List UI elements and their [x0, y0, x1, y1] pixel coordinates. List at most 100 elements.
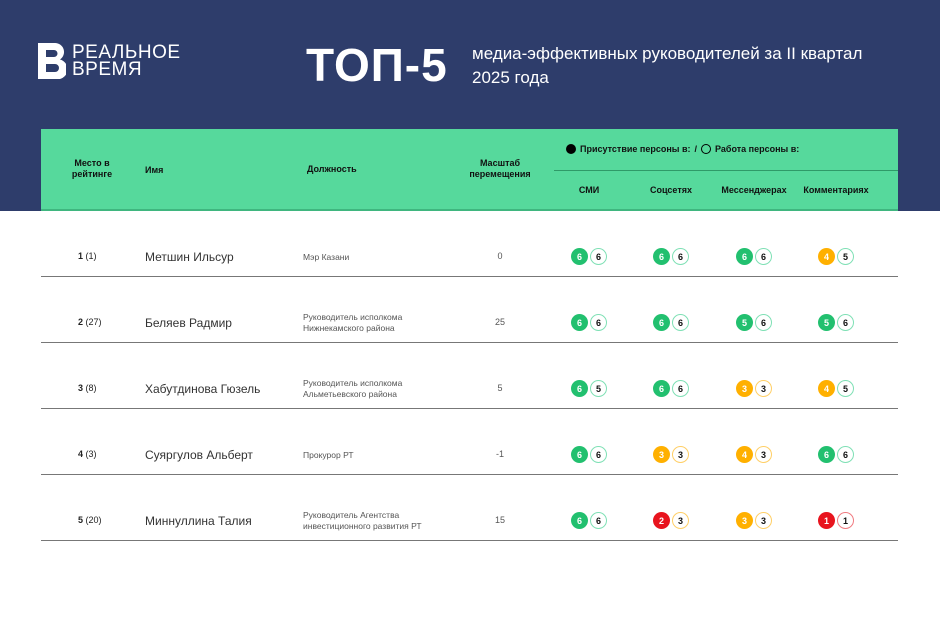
col-social: Соцсетях — [650, 185, 692, 195]
rank-previous: (3) — [85, 449, 97, 459]
rank-current: 1 — [78, 251, 84, 261]
table-row: 2 (27) Беляев Радмир Руководитель исполк… — [41, 277, 898, 343]
work-score: 6 — [672, 380, 689, 397]
presence-score: 6 — [571, 512, 588, 529]
legend-sep: / — [694, 144, 698, 154]
rank: 1 (1) — [78, 251, 128, 261]
rank-previous: (1) — [85, 251, 97, 261]
score-pair: 6 6 — [571, 248, 607, 265]
logo-line1: РЕАЛЬНОЕ — [72, 42, 181, 63]
presence-score: 6 — [736, 248, 753, 265]
outline-circle-icon — [701, 144, 712, 154]
person-position: Руководитель исполкома Нижнекамского рай… — [303, 312, 403, 333]
score-pair: 6 6 — [653, 248, 689, 265]
work-score: 5 — [590, 380, 607, 397]
presence-score: 6 — [818, 446, 835, 463]
presence-score: 4 — [736, 446, 753, 463]
work-score: 6 — [837, 446, 854, 463]
score-pair: 6 6 — [818, 446, 854, 463]
legend-presence: Присутствие персоны в: — [580, 144, 691, 154]
work-score: 6 — [672, 248, 689, 265]
rank: 5 (20) — [78, 515, 128, 525]
table-row: 5 (20) Миннуллина Талия Руководитель Аге… — [41, 475, 898, 541]
col-position: Должность — [307, 164, 357, 174]
logo-icon — [38, 43, 66, 79]
rank-previous: (8) — [85, 383, 97, 393]
header-divider — [554, 170, 898, 171]
person-name: Метшин Ильсур — [145, 250, 234, 264]
presence-score: 3 — [653, 446, 670, 463]
presence-score: 3 — [736, 512, 753, 529]
table-row: 4 (3) Суяргулов Альберт Прокурор РТ -1 6… — [41, 409, 898, 475]
work-score: 6 — [837, 314, 854, 331]
person-name: Беляев Радмир — [145, 316, 232, 330]
person-position: Прокурор РТ — [303, 450, 354, 460]
person-name: Хабутдинова Гюзель — [145, 382, 261, 396]
person-position: Руководитель исполкома Альметьевского ра… — [303, 378, 403, 399]
work-score: 5 — [837, 248, 854, 265]
col-comments: Комментариях — [803, 185, 869, 195]
score-pair: 4 3 — [736, 446, 772, 463]
score-pair: 6 6 — [653, 314, 689, 331]
rank-current: 3 — [78, 383, 84, 393]
score-pair: 6 6 — [653, 380, 689, 397]
work-score: 6 — [590, 446, 607, 463]
presence-score: 4 — [818, 248, 835, 265]
score-pair: 6 6 — [736, 248, 772, 265]
col-messengers: Мессенджерах — [721, 185, 787, 195]
scale-value: -1 — [495, 449, 504, 459]
legend-work: Работа персоны в: — [715, 144, 800, 154]
person-position: Руководитель Агентства инвестиционного р… — [303, 510, 422, 531]
rank-current: 4 — [78, 449, 84, 459]
score-pair: 2 3 — [653, 512, 689, 529]
col-rank: Место в рейтинге — [71, 158, 113, 179]
rank-current: 2 — [78, 317, 84, 327]
table-row: 3 (8) Хабутдинова Гюзель Руководитель ис… — [41, 343, 898, 409]
work-score: 6 — [755, 314, 772, 331]
score-pair: 4 5 — [818, 380, 854, 397]
score-pair: 1 1 — [818, 512, 854, 529]
scale-value: 0 — [497, 251, 503, 261]
presence-score: 6 — [653, 248, 670, 265]
score-pair: 6 6 — [571, 314, 607, 331]
legend: Присутствие персоны в: / Работа персоны … — [566, 144, 799, 154]
rank-previous: (20) — [85, 515, 102, 525]
work-score: 1 — [837, 512, 854, 529]
work-score: 3 — [755, 446, 772, 463]
scale-value: 5 — [497, 383, 503, 393]
presence-score: 2 — [653, 512, 670, 529]
scale-value: 15 — [494, 515, 505, 525]
presence-score: 6 — [653, 314, 670, 331]
work-score: 6 — [590, 314, 607, 331]
filled-circle-icon — [566, 144, 576, 154]
work-score: 6 — [672, 314, 689, 331]
work-score: 6 — [755, 248, 772, 265]
presence-score: 6 — [571, 380, 588, 397]
score-pair: 4 5 — [818, 248, 854, 265]
presence-score: 6 — [571, 314, 588, 331]
person-position: Мэр Казани — [303, 252, 350, 262]
presence-score: 4 — [818, 380, 835, 397]
presence-score: 5 — [736, 314, 753, 331]
rank: 4 (3) — [78, 449, 128, 459]
table-row: 1 (1) Метшин Ильсур Мэр Казани 0 6 6 6 6… — [41, 211, 898, 277]
person-name: Миннуллина Талия — [145, 514, 252, 528]
work-score: 6 — [590, 248, 607, 265]
page-title: ТОП-5 — [306, 39, 448, 91]
presence-score: 6 — [653, 380, 670, 397]
work-score: 3 — [755, 512, 772, 529]
rank-previous: (27) — [85, 317, 102, 327]
score-pair: 6 6 — [571, 512, 607, 529]
rank-current: 5 — [78, 515, 84, 525]
score-pair: 5 6 — [736, 314, 772, 331]
work-score: 3 — [672, 512, 689, 529]
work-score: 6 — [590, 512, 607, 529]
rank: 3 (8) — [78, 383, 128, 393]
score-pair: 3 3 — [736, 512, 772, 529]
work-score: 5 — [837, 380, 854, 397]
score-pair: 6 5 — [571, 380, 607, 397]
presence-score: 1 — [818, 512, 835, 529]
logo-line2: ВРЕМЯ — [72, 59, 143, 80]
work-score: 3 — [755, 380, 772, 397]
work-score: 3 — [672, 446, 689, 463]
